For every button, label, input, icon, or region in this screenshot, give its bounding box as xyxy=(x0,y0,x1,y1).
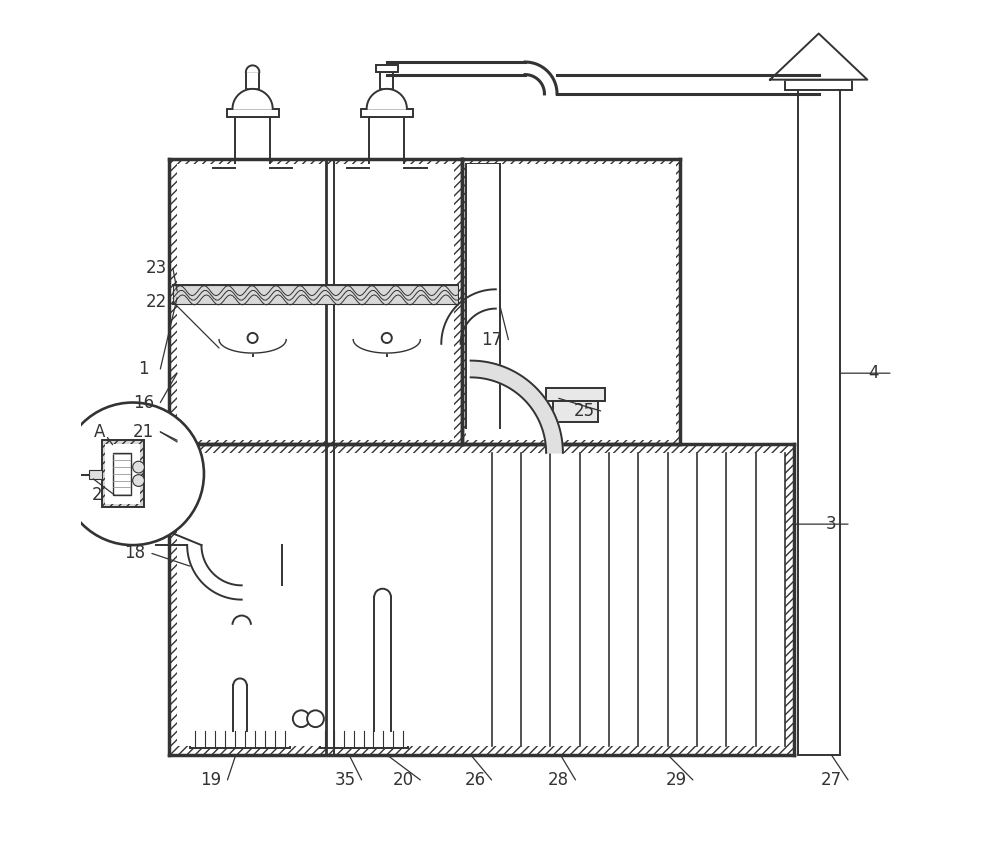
Polygon shape xyxy=(246,65,259,72)
Bar xyxy=(102,440,144,507)
Bar xyxy=(190,731,290,748)
Circle shape xyxy=(133,474,144,486)
Text: 18: 18 xyxy=(125,545,146,562)
Bar xyxy=(177,453,785,746)
Bar xyxy=(361,109,413,118)
Bar xyxy=(89,470,102,479)
Text: 3: 3 xyxy=(826,515,837,533)
Bar xyxy=(113,453,131,495)
Text: 4: 4 xyxy=(868,364,878,382)
Text: 27: 27 xyxy=(821,771,842,789)
Text: A: A xyxy=(93,423,105,441)
Bar xyxy=(466,163,500,344)
Bar xyxy=(546,388,605,401)
Bar xyxy=(213,168,292,297)
Circle shape xyxy=(513,252,638,378)
Text: 26: 26 xyxy=(464,771,485,789)
Polygon shape xyxy=(367,89,407,109)
Text: 23: 23 xyxy=(146,259,167,277)
Bar xyxy=(173,285,458,303)
Circle shape xyxy=(293,711,310,727)
Polygon shape xyxy=(471,361,563,453)
Polygon shape xyxy=(232,89,273,109)
Circle shape xyxy=(496,235,655,394)
Bar xyxy=(246,72,259,89)
Bar xyxy=(347,168,427,297)
Text: 20: 20 xyxy=(393,771,414,789)
Bar xyxy=(105,444,140,504)
Text: 29: 29 xyxy=(666,771,687,789)
Bar xyxy=(169,445,794,755)
Text: 28: 28 xyxy=(548,771,569,789)
Bar xyxy=(553,401,598,422)
Text: 2: 2 xyxy=(92,486,103,504)
Text: 21: 21 xyxy=(133,423,154,441)
Bar xyxy=(232,625,251,734)
Bar xyxy=(227,109,279,118)
Text: 25: 25 xyxy=(573,402,594,420)
Circle shape xyxy=(557,296,594,333)
Bar xyxy=(468,166,498,176)
Text: 17: 17 xyxy=(481,330,502,349)
Polygon shape xyxy=(353,340,420,353)
Text: 16: 16 xyxy=(133,394,154,412)
Bar xyxy=(798,80,840,755)
Circle shape xyxy=(382,333,392,343)
Bar xyxy=(177,163,454,440)
Circle shape xyxy=(133,462,144,473)
Polygon shape xyxy=(219,340,286,353)
Bar xyxy=(235,118,270,168)
Bar xyxy=(462,159,680,445)
Bar xyxy=(380,72,393,89)
Circle shape xyxy=(307,711,324,727)
Text: 22: 22 xyxy=(146,293,167,311)
Circle shape xyxy=(534,273,617,357)
Text: 19: 19 xyxy=(200,771,221,789)
Polygon shape xyxy=(770,34,867,80)
Text: 35: 35 xyxy=(334,771,355,789)
Circle shape xyxy=(248,333,258,343)
Bar xyxy=(369,118,404,168)
Bar xyxy=(320,731,408,748)
Circle shape xyxy=(61,402,204,545)
Text: 1: 1 xyxy=(138,360,149,378)
Bar xyxy=(466,163,676,440)
Bar xyxy=(785,80,852,90)
Bar xyxy=(376,65,398,72)
Bar xyxy=(169,159,462,445)
Polygon shape xyxy=(187,545,242,600)
